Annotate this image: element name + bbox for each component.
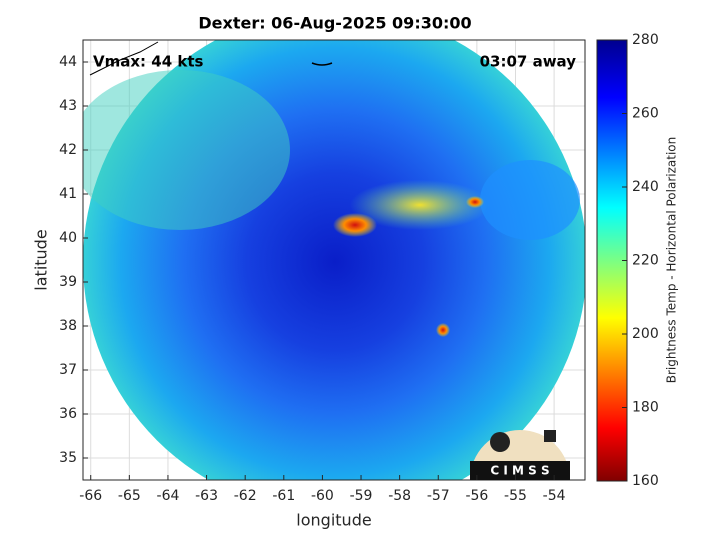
x-tick-label: -55 [504, 488, 527, 504]
colorbar-tick-label: 260 [632, 106, 659, 122]
x-tick-label: -59 [350, 488, 373, 504]
x-tick-label: -58 [388, 488, 411, 504]
y-tick-label: 41 [59, 186, 77, 202]
colorbar-tick-label: 280 [632, 32, 659, 48]
y-axis-label: latitude [32, 229, 51, 290]
colorbar-tick-label: 240 [632, 179, 659, 195]
colorbar-tick-label: 220 [632, 253, 659, 269]
x-tick-label: -63 [195, 488, 218, 504]
y-tick-label: 36 [59, 406, 77, 422]
annotation: 03:07 away [480, 53, 577, 71]
colorbar-label: Brightness Temp - Horizontal Polarizatio… [665, 137, 679, 384]
colorbar-tick-label: 160 [632, 473, 659, 489]
x-tick-label: -66 [79, 488, 102, 504]
x-tick-label: -60 [311, 488, 334, 504]
cloud-region [350, 180, 490, 230]
y-tick-label: 42 [59, 142, 77, 158]
logo-dish [490, 432, 510, 452]
x-tick-label: -61 [272, 488, 295, 504]
logo-tower [544, 430, 556, 442]
x-tick-label: -54 [543, 488, 566, 504]
x-tick-label: -62 [234, 488, 257, 504]
logo-text: C I M S S [490, 464, 549, 478]
logo: C I M S S [470, 430, 570, 480]
colorbar-tick-label: 180 [632, 400, 659, 416]
x-tick-label: -57 [427, 488, 450, 504]
cloud-region [480, 160, 580, 240]
colorbar-tick-label: 200 [632, 326, 659, 342]
x-axis-label: longitude [296, 511, 371, 530]
swath-region [83, 70, 290, 230]
y-tick-label: 44 [59, 54, 77, 70]
plot-frame [82, 39, 586, 481]
y-tick-label: 43 [59, 98, 77, 114]
y-tick-label: 35 [59, 450, 77, 466]
x-tick-label: -65 [118, 488, 141, 504]
y-tick-label: 37 [59, 362, 77, 378]
x-tick-label: -64 [157, 488, 180, 504]
coastline [311, 62, 333, 66]
chart-title: Dexter: 06-Aug-2025 09:30:00 [198, 14, 471, 33]
coastline [89, 41, 159, 76]
y-tick-label: 40 [59, 230, 77, 246]
y-tick-label: 38 [59, 318, 77, 334]
annotation: Vmax: 44 kts [93, 53, 203, 71]
logo-band [470, 461, 570, 480]
cloud-region [436, 323, 450, 337]
y-tick-label: 39 [59, 274, 77, 290]
x-tick-label: -56 [465, 488, 488, 504]
swath-image [83, 40, 585, 480]
cloud-region [333, 213, 377, 237]
cloud-region [466, 196, 484, 208]
